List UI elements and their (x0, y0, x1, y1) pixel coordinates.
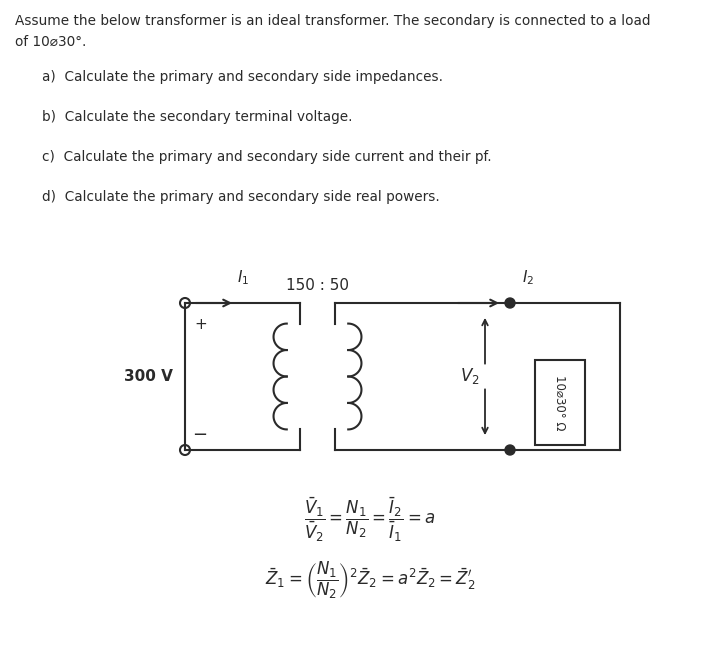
Text: c)  Calculate the primary and secondary side current and their pf.: c) Calculate the primary and secondary s… (42, 150, 492, 164)
Text: −: − (192, 426, 207, 444)
Text: $\bar{Z}_1 = \left(\dfrac{N_1}{N_2}\right)^{2}\bar{Z}_2 = a^2\bar{Z}_2 = \bar{Z}: $\bar{Z}_1 = \left(\dfrac{N_1}{N_2}\righ… (265, 560, 475, 601)
Circle shape (180, 445, 190, 455)
Text: of 10⌀30°.: of 10⌀30°. (15, 35, 86, 49)
Text: 10⌀30° Ω: 10⌀30° Ω (554, 374, 567, 430)
Circle shape (505, 298, 515, 308)
Text: $V_2$: $V_2$ (460, 366, 480, 386)
Text: 150 : 50: 150 : 50 (286, 278, 349, 293)
Text: $\dfrac{\bar{V}_1}{\bar{V}_2} = \dfrac{N_1}{N_2} = \dfrac{\bar{I}_2}{\bar{I}_1} : $\dfrac{\bar{V}_1}{\bar{V}_2} = \dfrac{N… (305, 496, 436, 544)
Circle shape (180, 298, 190, 308)
Text: +: + (194, 317, 207, 332)
Text: d)  Calculate the primary and secondary side real powers.: d) Calculate the primary and secondary s… (42, 190, 440, 204)
Text: Assume the below transformer is an ideal transformer. The secondary is connected: Assume the below transformer is an ideal… (15, 14, 650, 28)
Text: a)  Calculate the primary and secondary side impedances.: a) Calculate the primary and secondary s… (42, 70, 443, 84)
Text: b)  Calculate the secondary terminal voltage.: b) Calculate the secondary terminal volt… (42, 110, 353, 124)
Bar (535, 360, 585, 445)
Circle shape (505, 445, 515, 455)
Text: 300 V: 300 V (124, 369, 173, 384)
Text: $I_1$: $I_1$ (237, 268, 249, 287)
Text: $I_2$: $I_2$ (522, 268, 534, 287)
